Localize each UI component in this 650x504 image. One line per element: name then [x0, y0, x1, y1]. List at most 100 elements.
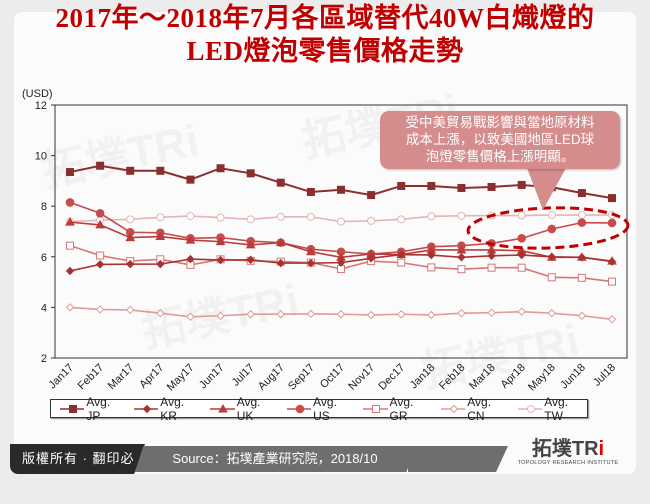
callout-line2: 成本上漲，以致美國地區LED球 — [405, 132, 595, 147]
legend-item-kr: Avg. KR — [133, 394, 201, 423]
data-point-marker — [547, 273, 556, 282]
data-point-marker — [397, 250, 406, 259]
data-point-marker — [577, 189, 586, 198]
data-point-marker — [306, 258, 316, 268]
tri-logo: 拓墣TRi TOPOLOGY RESEARCH INSTITUTE — [500, 434, 636, 474]
chart-title-line2: LED燈泡零售價格走勢 — [186, 36, 464, 66]
data-point-marker — [215, 236, 226, 246]
data-point-marker — [95, 219, 105, 229]
footer-band — [408, 446, 508, 472]
data-point-marker — [337, 217, 345, 226]
data-point-marker — [456, 244, 467, 254]
x-tick-label: Feb17 — [76, 362, 107, 393]
legend-swatch-icon — [60, 404, 85, 413]
data-point-marker — [66, 241, 74, 250]
data-point-marker — [367, 191, 376, 200]
legend-swatch-icon — [133, 404, 159, 413]
data-point-marker — [607, 218, 617, 228]
plot-area — [54, 104, 628, 359]
data-point-marker — [306, 212, 315, 221]
x-tick-label: Dec17 — [376, 362, 407, 393]
data-point-marker — [216, 255, 225, 265]
data-point-marker — [457, 183, 466, 192]
data-point-marker — [526, 404, 535, 413]
data-point-marker — [186, 312, 195, 321]
x-tick-label: Jan17 — [46, 362, 76, 392]
data-point-marker — [457, 211, 466, 220]
data-point-marker — [397, 215, 406, 224]
data-point-marker — [155, 231, 166, 241]
data-point-marker — [517, 211, 526, 220]
series-kr — [65, 250, 617, 276]
data-point-marker — [607, 315, 617, 324]
data-point-marker — [487, 308, 496, 317]
legend-label: Avg. GR — [389, 394, 414, 423]
chart-legend: Avg. JP Avg. KR Avg. UK Avg. US Avg. GR Avg. … — [50, 395, 588, 423]
legend-label: Avg. TW — [544, 394, 569, 423]
data-point-marker — [517, 307, 526, 316]
x-tick-label: Jul17 — [230, 362, 257, 389]
slide-card — [14, 12, 636, 474]
data-point-marker — [66, 168, 74, 177]
legend-label: Avg. KR — [160, 394, 185, 423]
legend-item-jp: Avg. JP — [60, 395, 125, 423]
x-tick-label: May18 — [526, 362, 558, 394]
data-point-marker — [276, 212, 285, 221]
data-point-marker — [142, 404, 152, 413]
data-point-marker — [126, 305, 135, 315]
y-tick-label: 4 — [41, 302, 47, 314]
data-point-marker — [577, 311, 587, 320]
data-point-marker — [245, 239, 256, 249]
data-point-marker — [96, 161, 105, 170]
data-point-marker — [397, 258, 406, 267]
data-point-marker — [216, 164, 225, 173]
data-point-marker — [185, 235, 196, 244]
data-point-marker — [156, 259, 165, 269]
data-point-marker — [487, 263, 496, 272]
data-point-marker — [216, 311, 225, 320]
data-point-marker — [276, 178, 285, 187]
copyright-banner: 版權所有 · 翻印必究 — [10, 444, 145, 474]
y-tick-label: 12 — [35, 100, 47, 112]
data-point-marker — [337, 185, 345, 194]
data-point-marker — [65, 217, 75, 226]
data-point-marker — [69, 404, 77, 413]
x-tick-label: Jun17 — [197, 362, 227, 392]
legend-item-tw: Avg. TW — [517, 394, 587, 423]
data-point-marker — [577, 211, 586, 220]
data-point-marker — [608, 277, 616, 286]
x-tick-label: Mar17 — [106, 362, 137, 393]
legend-swatch-icon — [210, 403, 235, 412]
chart-title-line1: 2017年～2018年7月各區域替代40W白熾燈的 — [55, 3, 595, 33]
data-point-marker — [246, 169, 255, 178]
data-point-marker — [547, 309, 556, 318]
data-point-marker — [276, 258, 285, 268]
data-point-marker — [186, 254, 195, 264]
data-point-marker — [126, 259, 135, 269]
data-point-marker — [96, 251, 105, 260]
data-point-marker — [577, 253, 587, 262]
legend-swatch-icon — [440, 404, 466, 413]
data-point-marker — [577, 273, 586, 282]
data-point-marker — [186, 175, 195, 184]
data-point-marker — [517, 250, 526, 260]
annotation-callout: 受中美貿易戰影響與當地原材料 成本上漲，以致美國地區LED球 泡燈零售價格上漲明… — [380, 111, 620, 169]
data-point-marker — [397, 310, 406, 319]
data-point-marker — [517, 180, 526, 189]
legend-item-us: Avg. US — [286, 394, 354, 423]
x-tick-label: Apr18 — [499, 362, 528, 391]
data-point-marker — [275, 237, 286, 247]
x-tick-label: Jun18 — [558, 362, 588, 392]
data-point-marker — [126, 166, 135, 175]
x-tick-label: Feb18 — [437, 362, 468, 393]
data-point-marker — [366, 310, 376, 320]
data-point-marker — [449, 404, 459, 413]
legend-label: Avg. US — [313, 394, 337, 423]
x-tick-label: May17 — [165, 362, 197, 394]
x-tick-label: Aug17 — [256, 362, 287, 393]
x-tick-label: Mar18 — [467, 362, 498, 393]
y-tick-label: 6 — [41, 252, 47, 264]
data-point-marker — [457, 309, 466, 318]
callout-line1: 受中美貿易戰影響與當地原材料 — [405, 115, 595, 130]
data-point-marker — [367, 216, 376, 225]
